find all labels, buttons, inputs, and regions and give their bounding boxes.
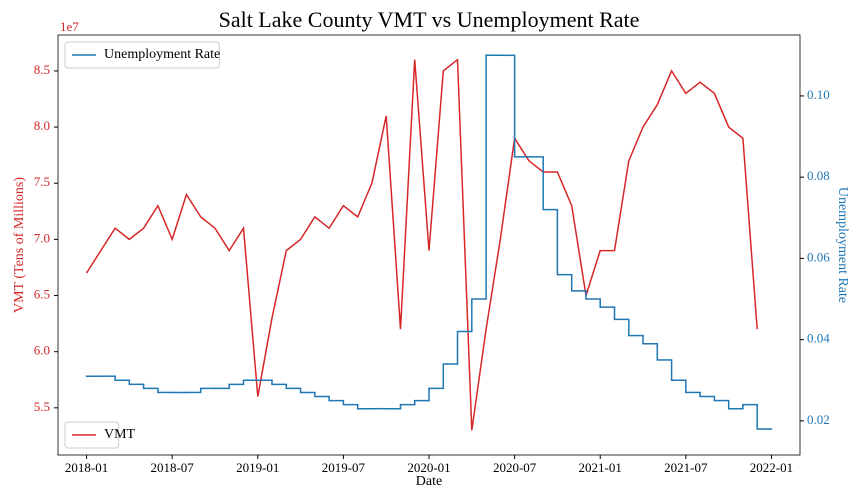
y2-tick-label: 0.08 — [807, 168, 830, 183]
x-tick-label: 2018-01 — [65, 460, 108, 475]
x-tick-label: 2020-07 — [493, 460, 537, 475]
y-tick-label: 6.0 — [34, 343, 50, 358]
x-axis-label: Date — [416, 474, 442, 489]
x-tick-label: 2021-01 — [579, 460, 622, 475]
chart-title: Salt Lake County VMT vs Unemployment Rat… — [219, 7, 640, 32]
x-tick-label: 2018-07 — [150, 460, 194, 475]
y-offset-label: 1e7 — [60, 19, 79, 34]
x-tick-label: 2022-01 — [750, 460, 793, 475]
x-tick-label: 2019-01 — [236, 460, 279, 475]
y2-tick-label: 0.10 — [807, 87, 830, 102]
y-axis-label: VMT (Tens of Millions) — [12, 177, 27, 313]
y-tick-label: 8.5 — [34, 62, 50, 77]
y-tick-label: 7.0 — [34, 230, 50, 245]
vmt-line — [85, 58, 758, 431]
y-tick-label: 5.5 — [34, 399, 50, 414]
legend-box — [64, 41, 220, 69]
x-tick-label: 2021-07 — [664, 460, 708, 475]
y2-axis-label: Unemployment Rate — [835, 187, 850, 303]
x-tick-label: 2020-01 — [407, 460, 450, 475]
y2-tick-label: 0.06 — [807, 249, 830, 264]
legend-label: VMT — [104, 427, 136, 442]
legend-label: Unemployment Rate — [104, 47, 220, 62]
y2-tick-label: 0.02 — [807, 412, 830, 427]
y-tick-label: 6.5 — [34, 287, 50, 302]
y-tick-label: 7.5 — [34, 174, 50, 189]
x-tick-label: 2019-07 — [322, 460, 366, 475]
y2-tick-label: 0.04 — [807, 331, 830, 346]
y-tick-label: 8.0 — [34, 118, 50, 133]
